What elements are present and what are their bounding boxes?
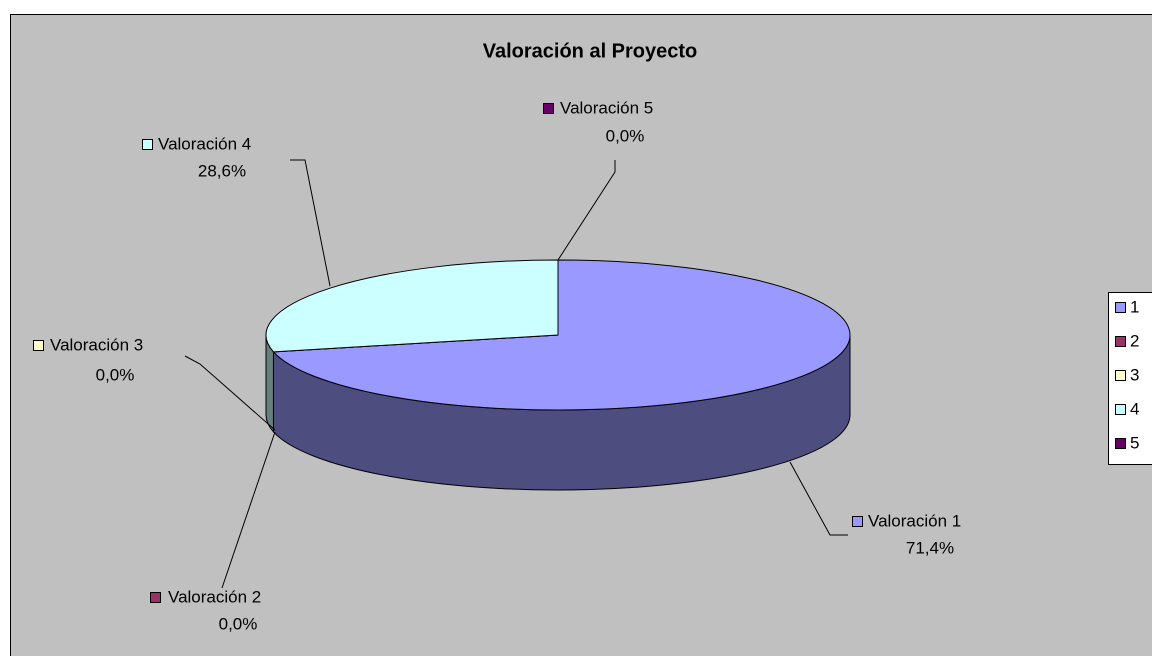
label-key xyxy=(543,103,554,114)
legend-key xyxy=(1115,302,1126,313)
data-label-value: 0,0% xyxy=(606,126,645,145)
legend-label: 3 xyxy=(1130,365,1139,384)
label-key xyxy=(852,516,863,527)
slice xyxy=(265,259,559,353)
legend-key xyxy=(1115,438,1126,449)
chart-title: Valoración al Proyecto xyxy=(483,40,698,62)
leader-line xyxy=(290,159,331,287)
leader-line xyxy=(221,431,276,589)
data-label-name: Valoración 3 xyxy=(50,335,143,354)
label-key xyxy=(150,592,161,603)
legend-key xyxy=(1115,336,1126,347)
data-label-name: Valoración 4 xyxy=(158,134,251,153)
legend-label: 5 xyxy=(1130,433,1139,452)
label-key xyxy=(142,139,153,150)
data-label-name: Valoración 1 xyxy=(868,511,961,530)
data-label-value: 71,4% xyxy=(906,538,954,557)
legend-label: 4 xyxy=(1130,399,1139,418)
data-label-value: 28,6% xyxy=(198,161,246,180)
legend-key xyxy=(1115,370,1126,381)
data-label-value: 0,0% xyxy=(219,614,258,633)
data-label-name: Valoración 2 xyxy=(168,587,261,606)
data-label-name: Valoración 5 xyxy=(560,98,653,117)
leader-line xyxy=(789,461,848,536)
legend-label: 2 xyxy=(1130,331,1139,350)
legend-key xyxy=(1115,404,1126,415)
label-key xyxy=(33,340,44,351)
legend-label: 1 xyxy=(1130,297,1139,316)
data-label-value: 0,0% xyxy=(96,365,135,384)
slice xyxy=(272,259,851,411)
leader-line xyxy=(557,160,616,261)
leader-line xyxy=(184,355,276,431)
